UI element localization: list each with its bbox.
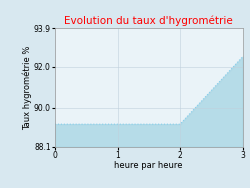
X-axis label: heure par heure: heure par heure bbox=[114, 161, 183, 170]
Title: Evolution du taux d'hygrométrie: Evolution du taux d'hygrométrie bbox=[64, 16, 233, 26]
Y-axis label: Taux hygrométrie %: Taux hygrométrie % bbox=[23, 45, 32, 130]
